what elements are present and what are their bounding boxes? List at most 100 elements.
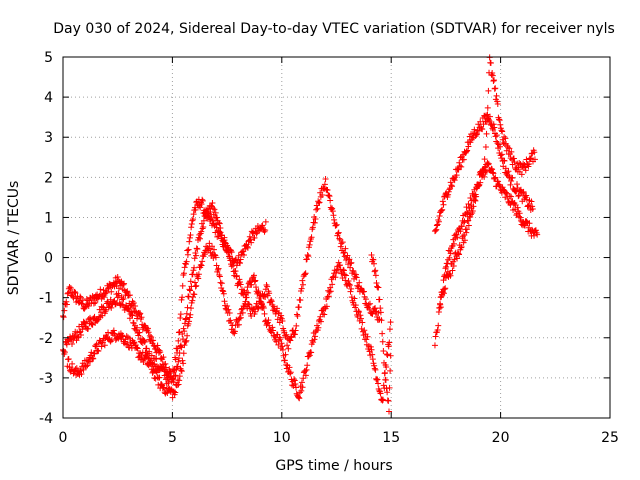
data-point xyxy=(207,208,214,215)
data-point xyxy=(339,239,346,246)
data-point xyxy=(381,370,388,377)
data-point xyxy=(478,170,485,177)
data-point xyxy=(302,270,309,277)
data-point xyxy=(500,140,507,147)
data-point xyxy=(140,359,147,366)
data-point xyxy=(446,254,453,261)
y-axis-label: SDTVAR / TECUs xyxy=(6,181,22,296)
data-point xyxy=(451,256,458,263)
data-point xyxy=(347,288,354,295)
data-point xyxy=(65,356,72,363)
data-point xyxy=(253,230,260,237)
data-point xyxy=(101,294,108,301)
data-point xyxy=(277,336,284,343)
data-point xyxy=(522,164,529,171)
data-point xyxy=(441,286,448,293)
data-point xyxy=(248,239,255,246)
data-point xyxy=(484,116,491,123)
data-point xyxy=(192,249,199,256)
data-point xyxy=(505,168,512,175)
data-point xyxy=(473,193,480,200)
y-tick-label: 1 xyxy=(44,210,53,226)
data-point xyxy=(371,362,378,369)
data-point xyxy=(433,222,440,229)
data-point xyxy=(369,351,376,358)
data-point xyxy=(112,301,119,308)
data-point xyxy=(262,218,269,225)
data-point xyxy=(176,373,183,380)
data-point xyxy=(375,380,382,387)
data-point xyxy=(241,303,248,310)
data-point xyxy=(494,140,501,147)
data-point xyxy=(97,309,104,316)
data-point xyxy=(61,307,68,314)
data-point xyxy=(178,368,185,375)
data-point xyxy=(107,296,114,303)
data-point xyxy=(90,355,97,362)
data-point xyxy=(217,225,224,232)
data-point xyxy=(162,360,169,367)
data-point xyxy=(199,225,206,232)
data-point xyxy=(231,328,238,335)
data-point xyxy=(333,267,340,274)
data-point xyxy=(79,301,86,308)
data-point xyxy=(483,130,490,137)
series-track-6 xyxy=(436,54,538,311)
data-point xyxy=(187,232,194,238)
data-point xyxy=(431,342,438,349)
data-point xyxy=(293,384,300,391)
data-point xyxy=(346,256,353,263)
data-point xyxy=(454,234,461,241)
data-point xyxy=(348,285,355,292)
data-point xyxy=(128,309,135,316)
data-point xyxy=(436,213,443,220)
data-point xyxy=(531,232,538,239)
data-point xyxy=(377,390,384,397)
data-point xyxy=(246,233,253,240)
data-point xyxy=(324,186,331,193)
data-point xyxy=(457,244,464,251)
data-point xyxy=(345,278,352,285)
data-point xyxy=(332,222,339,229)
data-point xyxy=(291,376,298,383)
data-point xyxy=(386,384,393,391)
data-point xyxy=(136,329,143,336)
data-point xyxy=(371,365,378,372)
data-point xyxy=(247,236,254,243)
data-point xyxy=(374,283,381,290)
data-point xyxy=(432,333,439,340)
data-point xyxy=(508,148,515,155)
data-point xyxy=(345,256,352,263)
data-point xyxy=(447,272,454,279)
data-point xyxy=(350,267,357,274)
data-point xyxy=(297,297,304,304)
data-point xyxy=(534,231,541,238)
data-point xyxy=(174,382,181,389)
data-point xyxy=(239,309,246,316)
data-point xyxy=(369,356,376,363)
data-point xyxy=(299,384,306,391)
data-point xyxy=(107,338,114,345)
data-point xyxy=(181,328,188,335)
data-point xyxy=(162,368,169,375)
data-point xyxy=(298,285,305,292)
data-point xyxy=(132,342,139,349)
data-point xyxy=(432,227,439,234)
data-point xyxy=(186,238,193,245)
data-point xyxy=(329,205,336,212)
data-point xyxy=(249,229,256,236)
data-point xyxy=(335,259,342,266)
data-point xyxy=(498,127,505,134)
data-point xyxy=(337,243,344,250)
data-point xyxy=(373,375,380,382)
data-point xyxy=(182,316,189,323)
data-point xyxy=(340,266,347,273)
data-point xyxy=(465,201,472,208)
data-point xyxy=(187,311,194,318)
data-point xyxy=(313,206,320,213)
data-point xyxy=(175,381,182,388)
x-tick-label: 25 xyxy=(601,430,619,446)
data-point xyxy=(335,229,342,236)
data-point xyxy=(175,358,182,365)
data-point xyxy=(77,367,84,374)
